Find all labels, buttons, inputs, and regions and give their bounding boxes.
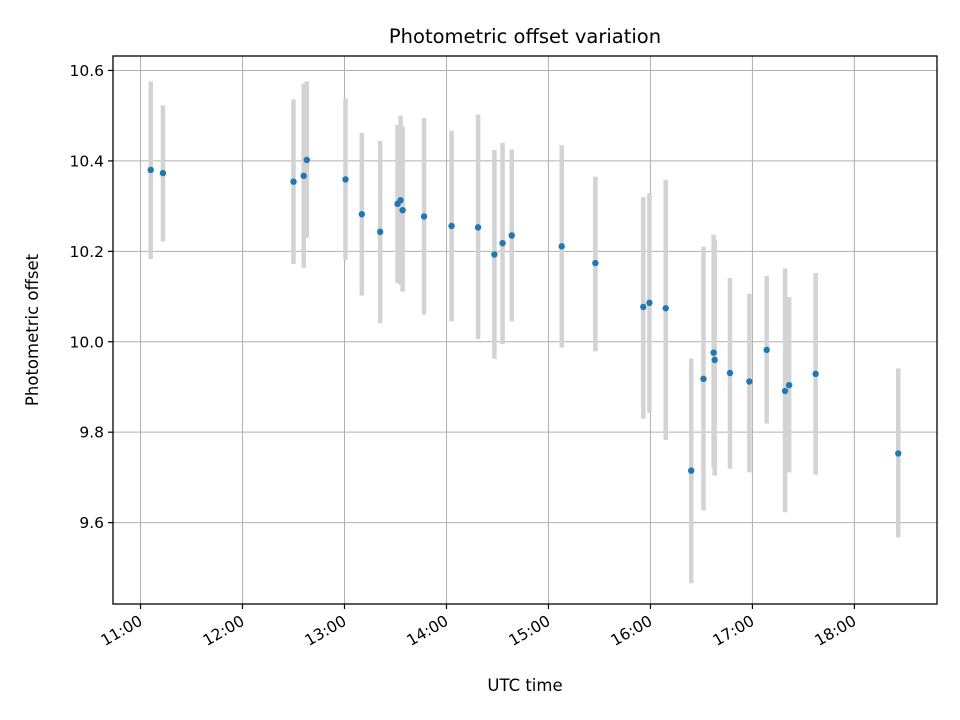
data-point: [558, 243, 565, 250]
data-point: [662, 305, 669, 312]
data-point: [781, 387, 789, 395]
y-axis-ticks: 9.6 9.8 10.0 10.2 10.4 10.6: [69, 62, 113, 532]
data-point: [358, 211, 366, 218]
data-point: [711, 356, 718, 364]
data-point: [895, 450, 902, 457]
chart-title: Photometric offset variation: [389, 25, 661, 48]
y-tick-label: 10.2: [69, 243, 104, 261]
data-point: [399, 206, 406, 214]
data-point: [420, 213, 428, 220]
data-point: [592, 259, 599, 267]
data-point: [763, 346, 770, 354]
y-tick-label: 9.8: [79, 424, 104, 442]
data-point: [640, 303, 647, 311]
data-point: [376, 228, 384, 236]
data-point: [700, 375, 707, 383]
data-points: [147, 156, 902, 474]
data-point: [710, 349, 717, 356]
data-point: [397, 197, 404, 204]
data-point: [646, 299, 653, 307]
y-tick-label: 10.4: [69, 152, 104, 170]
data-point: [499, 239, 506, 247]
data-point: [474, 224, 482, 231]
y-tick-label: 9.6: [79, 514, 104, 532]
data-point: [342, 176, 349, 183]
data-point: [491, 251, 498, 258]
data-point: [448, 222, 455, 230]
x-axis-label: UTC time: [487, 676, 562, 695]
data-point: [159, 169, 167, 177]
plot-frame: [112, 55, 938, 605]
y-tick-label: 10.0: [69, 333, 104, 351]
data-point: [300, 172, 307, 180]
y-tick-label: 10.6: [69, 62, 104, 80]
data-point: [726, 369, 734, 377]
data-point: [290, 178, 297, 185]
data-point: [746, 378, 753, 385]
data-point: [303, 156, 310, 164]
y-axis-label: Photometric offset: [23, 253, 42, 406]
data-point: [508, 232, 515, 239]
data-point: [147, 166, 154, 174]
data-point: [785, 381, 793, 389]
data-point: [812, 370, 819, 378]
data-point: [688, 467, 695, 474]
